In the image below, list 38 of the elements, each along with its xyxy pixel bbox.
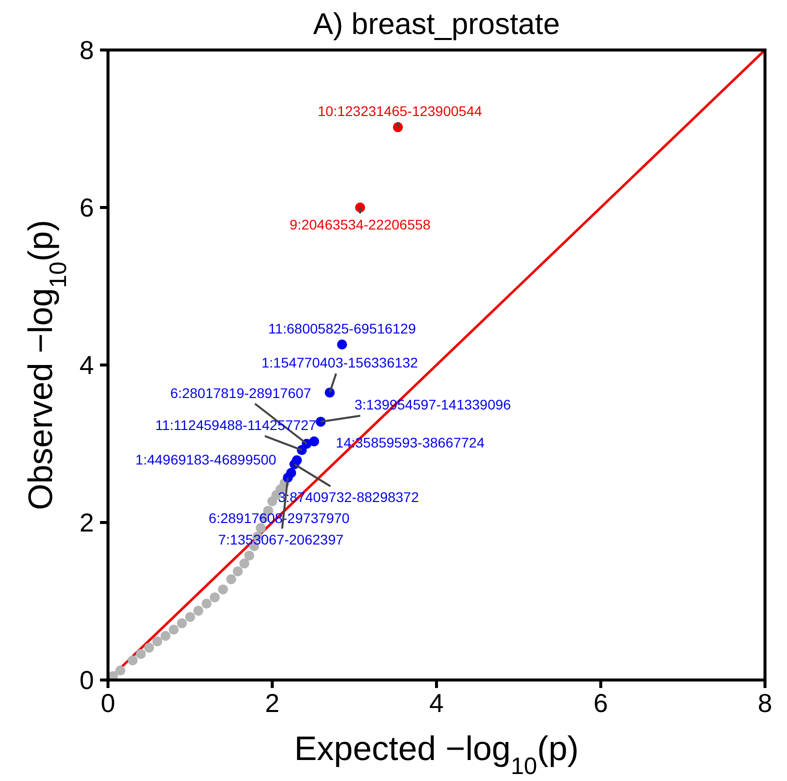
data-label: 10:123231465-123900544: [318, 103, 482, 120]
data-label: 9:20463534-22206558: [290, 216, 431, 232]
y-tick-label: 0: [80, 665, 94, 695]
point: [239, 558, 250, 568]
point: [128, 655, 138, 666]
point: [226, 574, 236, 584]
x-tick-label: 4: [429, 688, 444, 718]
point: [210, 592, 220, 602]
chart-title: A) breast_prostate: [313, 8, 560, 41]
point: [152, 636, 162, 646]
point: [144, 642, 154, 653]
point: [115, 666, 126, 676]
y-tick-label: 4: [80, 350, 94, 380]
x-tick-label: 2: [265, 688, 280, 718]
x-tick-label: 6: [594, 688, 608, 718]
y-tick-label: 6: [80, 192, 94, 222]
data-label: 1:44969183-46899500: [135, 451, 277, 468]
point: [232, 566, 243, 576]
point: [256, 523, 266, 534]
point: [202, 598, 212, 609]
data-label: 6:28017819-28917607: [170, 384, 312, 401]
y-tick-label: 2: [80, 508, 94, 538]
point: [185, 612, 196, 622]
point: [160, 630, 170, 641]
point: [168, 624, 179, 635]
point: [244, 550, 254, 561]
y-tick-label: 8: [80, 35, 94, 65]
data-label: 11:68005825-69516129: [268, 320, 416, 337]
x-tick-label: 8: [758, 688, 772, 718]
point: [337, 340, 348, 350]
point: [136, 649, 146, 660]
point: [218, 584, 228, 594]
point: [193, 606, 204, 616]
x-axis-title: Expected −log$_{10}$(p): [294, 730, 579, 780]
data-label: 7:1353067-2062397: [218, 532, 344, 548]
data-label: 1:154770403-156336132: [261, 354, 418, 371]
point: [176, 618, 187, 628]
x-tick-label: 0: [100, 688, 116, 718]
